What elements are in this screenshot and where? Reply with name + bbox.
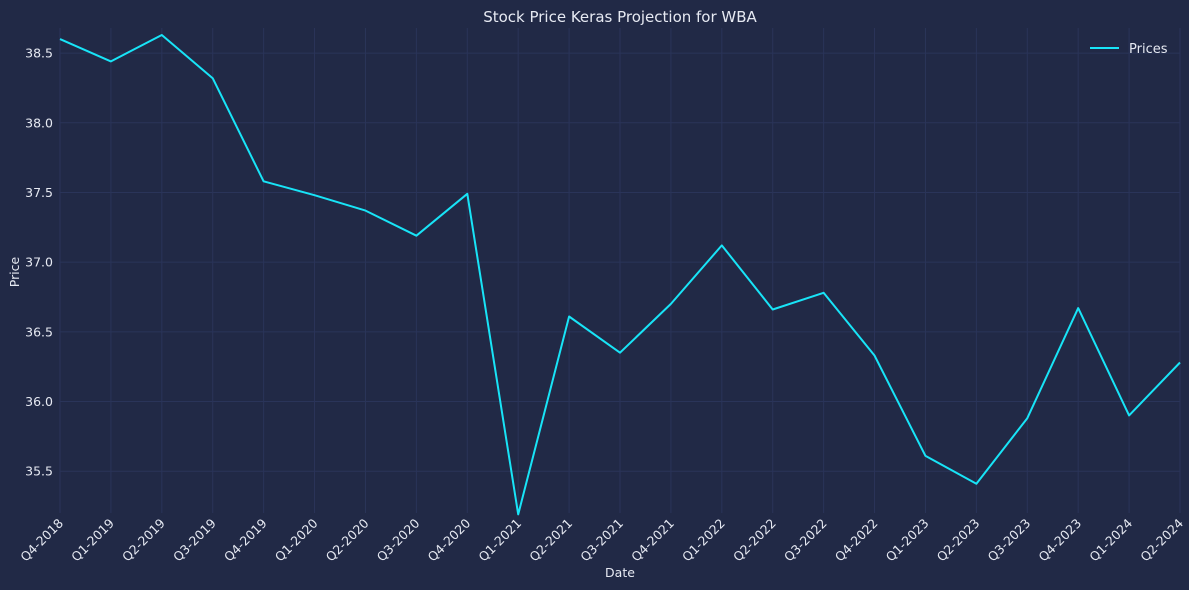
legend: Prices: [1090, 42, 1168, 57]
x-axis-label: Date: [605, 565, 635, 580]
series-layer: [59, 34, 1181, 516]
x-tick-label: Q3-2020: [374, 515, 423, 564]
y-axis-label: Price: [7, 256, 22, 287]
y-tick-label: 36.0: [25, 394, 53, 409]
x-tick-label: Q1-2020: [272, 515, 321, 564]
x-tick-label: Q3-2022: [781, 516, 830, 565]
x-tick-label: Q2-2020: [323, 515, 372, 564]
x-tick-label: Q2-2021: [526, 516, 575, 565]
y-tick-label: 37.5: [25, 185, 53, 200]
x-tick-label: Q2-2024: [1137, 515, 1186, 564]
x-tick-label: Q1-2022: [679, 516, 728, 565]
x-tick-label: Q4-2019: [221, 515, 270, 564]
x-tick-label: Q3-2021: [577, 516, 626, 565]
x-tick-label: Q2-2022: [730, 516, 779, 565]
x-grid: [59, 28, 1181, 513]
x-tick-label: Q1-2021: [475, 516, 524, 565]
x-tick-label: Q1-2019: [68, 515, 117, 564]
x-tick-label: Q3-2023: [985, 516, 1034, 565]
x-tick-label: Q1-2023: [883, 516, 932, 565]
x-tick-label: Q4-2020: [425, 515, 474, 564]
series-line-prices: [59, 34, 1181, 516]
x-tick-label: Q4-2018: [17, 515, 66, 564]
y-axis-ticks: 35.5 36.0 36.5 37.0 37.5 38.0 38.5: [25, 46, 53, 479]
y-tick-label: 37.0: [25, 255, 53, 270]
y-tick-label: 38.5: [25, 46, 53, 61]
x-tick-label: Q4-2021: [628, 516, 677, 565]
legend-label-prices: Prices: [1129, 42, 1168, 57]
x-axis-ticks: Q4-2018 Q1-2019 Q2-2019 Q3-2019 Q4-2019 Q1-20…: [17, 515, 1186, 564]
x-tick-label: Q4-2023: [1035, 516, 1084, 565]
chart-title: Stock Price Keras Projection for WBA: [483, 8, 757, 26]
x-tick-label: Q2-2019: [119, 515, 168, 564]
x-tick-label: Q3-2019: [170, 515, 219, 564]
y-tick-label: 36.5: [25, 324, 53, 339]
y-tick-label: 35.5: [25, 464, 53, 479]
y-tick-label: 38.0: [25, 115, 53, 130]
x-tick-label: Q1-2024: [1086, 515, 1135, 564]
x-tick-label: Q4-2022: [832, 516, 881, 565]
x-tick-label: Q2-2023: [934, 516, 983, 565]
